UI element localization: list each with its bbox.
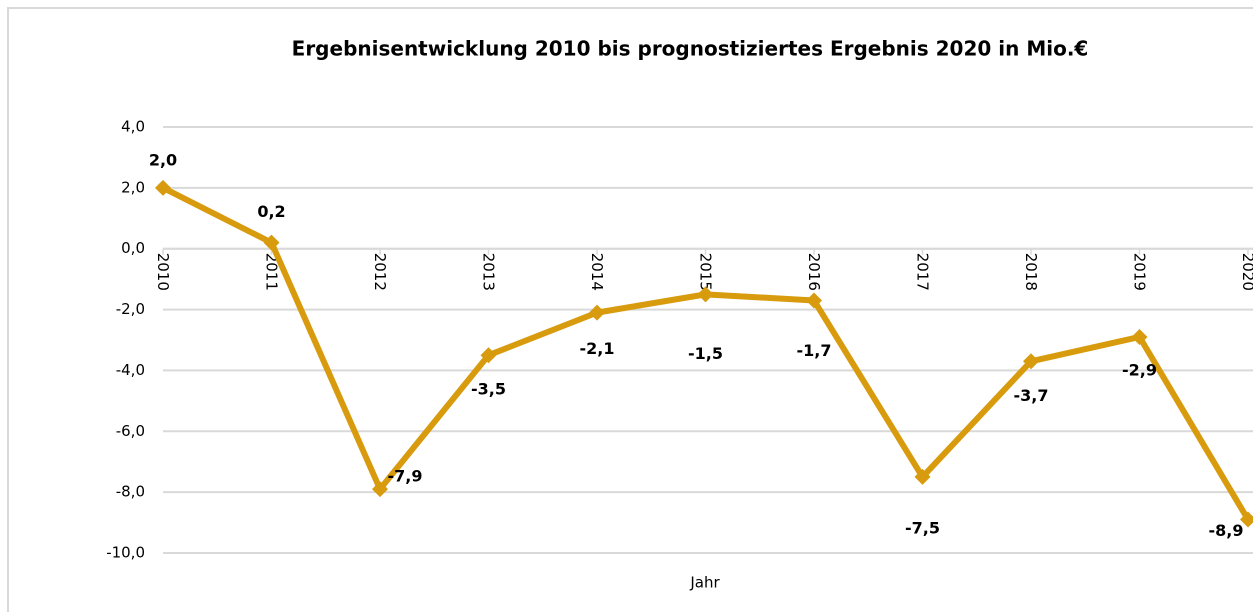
- data-label: -1,5: [688, 344, 723, 363]
- x-tick-label: 2013: [480, 253, 498, 291]
- x-tick-label: 2010: [154, 253, 172, 291]
- marker: [697, 286, 714, 303]
- data-label: -7,9: [388, 467, 423, 486]
- data-label: -3,7: [1014, 386, 1049, 405]
- x-tick-label: 2017: [914, 253, 932, 291]
- y-tick-label: -8,0: [116, 483, 145, 501]
- marker: [155, 179, 171, 196]
- marker: [480, 347, 497, 364]
- chart-title: Ergebnisentwicklung 2010 bis prognostizi…: [292, 37, 1089, 61]
- x-tick-label: 2014: [588, 253, 606, 291]
- x-tick-label: 2015: [697, 253, 715, 291]
- data-label: -7,5: [905, 518, 940, 537]
- data-label: -8,9: [1209, 521, 1244, 540]
- x-tick-label: 2016: [805, 253, 823, 291]
- y-tick-label: -4,0: [116, 361, 145, 379]
- x-tick-label: 2018: [1022, 253, 1040, 291]
- x-tick-label: 2019: [1131, 253, 1149, 291]
- data-label: -1,7: [797, 341, 832, 360]
- y-tick-label: -10,0: [106, 544, 145, 562]
- x-tick-label: 2011: [263, 253, 281, 291]
- y-tick-label: -2,0: [116, 300, 145, 318]
- marker: [1240, 511, 1253, 528]
- marker: [372, 481, 388, 498]
- y-tick-label: 4,0: [121, 118, 145, 136]
- marker: [1023, 353, 1039, 370]
- x-tick-label: 2012: [371, 253, 389, 291]
- marker: [263, 234, 280, 251]
- y-tick-label: 2,0: [121, 178, 145, 196]
- data-label: -3,5: [471, 380, 506, 399]
- marker: [1131, 328, 1148, 345]
- x-tick-label: 2020: [1239, 253, 1253, 291]
- data-label: -2,9: [1122, 360, 1157, 379]
- x-axis-label: Jahr: [689, 574, 720, 592]
- data-label: 2,0: [149, 150, 177, 169]
- marker: [914, 468, 931, 485]
- y-tick-label: 0,0: [121, 239, 145, 257]
- data-label: -2,1: [580, 339, 615, 358]
- y-tick-label: -6,0: [116, 422, 145, 440]
- data-label: 0,2: [257, 202, 285, 221]
- marker: [806, 292, 822, 309]
- marker: [589, 304, 605, 321]
